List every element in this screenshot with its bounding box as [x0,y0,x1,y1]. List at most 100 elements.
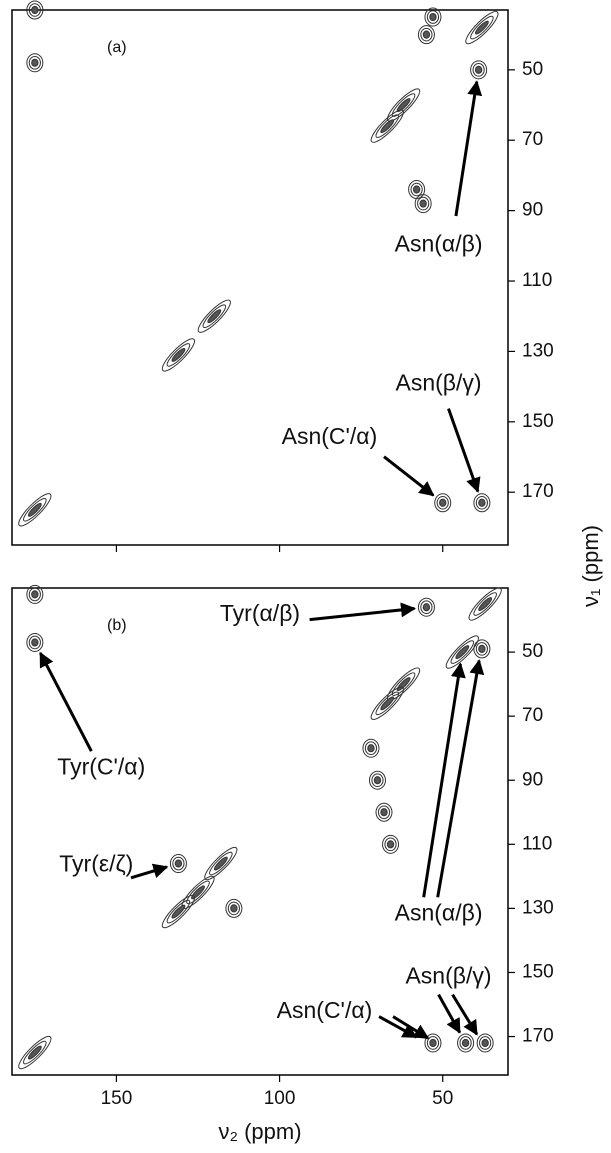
contour-ring [382,834,400,854]
contour-ring [171,347,186,362]
contour-ring [472,63,485,77]
x-tick-label: 50 [432,1088,453,1109]
contour-peak [370,686,404,720]
contour-peak [414,194,432,214]
contour-ring [380,696,395,711]
annotation-arrow [437,993,462,1034]
contour-ring [461,1038,470,1048]
contour-ring [391,672,416,696]
contour-ring [230,904,238,913]
panel-label: (b) [107,617,127,634]
contour-ring [410,182,423,197]
y-tick-label: 130 [522,897,554,918]
contour-ring [364,741,378,755]
contour-ring [384,837,397,852]
annotation: Asn(β/γ) [396,370,482,396]
contour-ring [371,773,384,788]
contour-ring [197,299,231,333]
contour-ring [475,495,488,510]
y-tick-label: 90 [522,769,543,790]
contour-ring [367,744,375,753]
contour-peak [26,0,44,20]
contour-peak [445,635,479,669]
contour-ring [474,20,489,35]
contour-ring [28,635,41,650]
contour-ring [422,603,431,612]
contour-ring [474,65,483,74]
contour-peak [18,493,52,527]
contour-ring [207,309,222,324]
annotation: Asn(α/β) [395,230,483,256]
contour-ring [465,10,499,45]
annotation-arrow [451,993,479,1036]
contour-ring [31,638,39,647]
contour-ring [26,53,44,73]
y-axis-label: ν₁ (ppm) [578,525,603,607]
y-tick-label: 150 [522,411,554,432]
contour-ring [426,10,440,24]
contour-peak [417,25,435,45]
annotation-arrow [309,602,416,622]
contour-ring [473,493,491,513]
annotation-arrow [39,651,93,752]
x-axis-label: ν₂ (ppm) [218,1119,301,1144]
contour-peak [18,1035,52,1070]
contour-ring [26,584,44,604]
contour-ring [445,635,479,669]
contour-peak [161,894,196,929]
contour-ring [373,776,382,785]
contour-peak [169,854,187,874]
contour-ring [424,7,442,27]
contour-ring [27,502,42,517]
annotation-arrow [378,1015,418,1039]
contour-ring [227,901,240,916]
contour-peak [424,7,442,27]
contour-ring [476,1033,494,1053]
y-tick-label: 110 [522,833,552,854]
contour-ring [186,880,210,905]
contour-peak [26,632,44,652]
annotation-arrow [454,80,483,217]
annotation-arrow [392,1015,430,1040]
contour-ring [468,587,502,621]
contour-peak [473,493,491,513]
contour-ring [23,498,47,522]
contour-ring [174,859,183,868]
contour-ring [28,55,41,70]
y-tick-label: 130 [522,340,554,361]
contour-ring [377,805,391,820]
contour-ring [26,632,44,652]
contour-peak [424,1033,442,1053]
contour-ring [18,1035,52,1070]
contour-peak [457,1033,475,1053]
plot-frame [11,587,509,1076]
annotation-arrow [383,455,435,497]
contour-ring [422,30,431,39]
contour-peak [468,587,502,621]
contour-ring [439,498,447,507]
x-tick-label: 150 [101,1088,133,1109]
contour-ring [161,894,196,929]
contour-ring [370,686,404,720]
contour-peak [26,53,44,73]
contour-peak [382,834,400,854]
annotation: Tyr(α/β) [220,600,300,626]
contour-ring [28,3,41,17]
contour-ring [169,854,187,874]
contour-peak [161,338,196,372]
contour-peak [368,770,386,790]
contour-ring [380,808,388,817]
contour-ring [362,738,380,758]
annotation-arrow [447,408,481,493]
contour-peak [375,802,393,822]
annotation-arrow [130,863,169,880]
contour-ring [191,885,205,900]
contour-ring [225,898,243,918]
contour-ring [475,642,488,656]
y-tick-label: 110 [522,270,552,291]
contour-ring [375,114,400,138]
contour-ring [209,851,233,876]
contour-ring [419,199,427,208]
contour-ring [171,904,186,919]
